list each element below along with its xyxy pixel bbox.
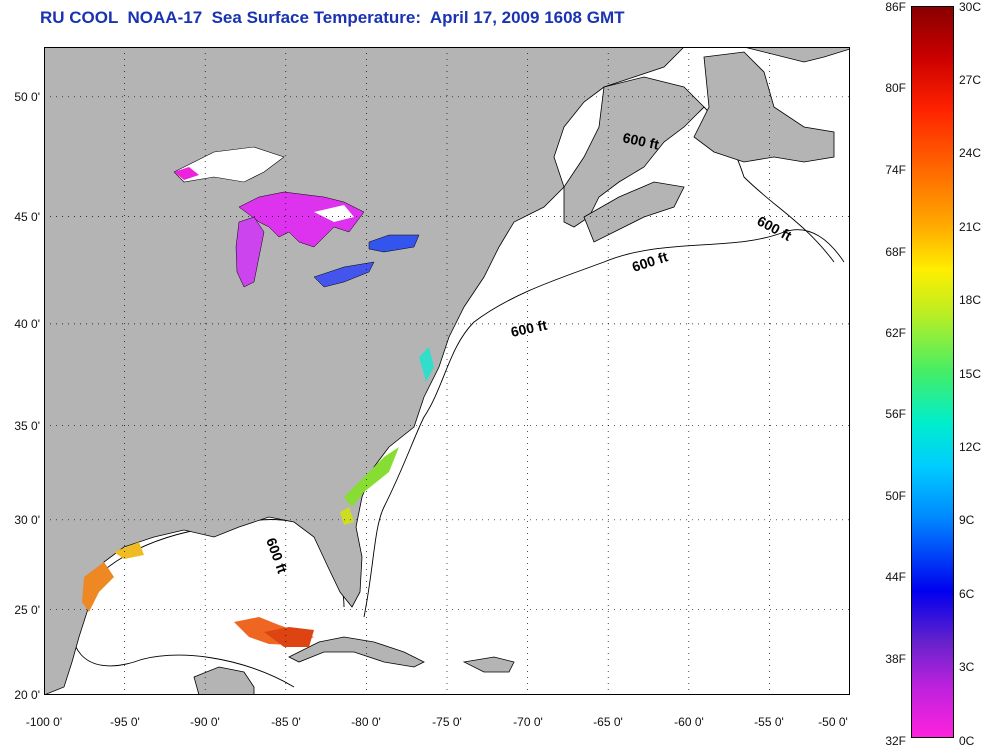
f-label-68: 68F xyxy=(885,245,906,259)
f-label-50: 50F xyxy=(885,489,906,503)
f-label-80: 80F xyxy=(885,81,906,95)
c-label-9: 9C xyxy=(959,513,975,527)
map-title: RU COOL NOAA-17 Sea Surface Temperature:… xyxy=(40,8,625,27)
c-label-24: 24C xyxy=(959,146,982,160)
land-maritimes xyxy=(563,76,705,228)
graticule xyxy=(44,47,850,695)
map-canvas: 600 ft 600 ft 600 ft 600 ft 600 ft xyxy=(44,47,850,695)
lon-label-95: -95 0' xyxy=(110,715,140,729)
f-label-56: 56F xyxy=(885,407,906,421)
lon-label-70: -70 0' xyxy=(513,715,543,729)
lon-label-55: -55 0' xyxy=(754,715,784,729)
lat-label-50: 50 0' xyxy=(14,90,40,104)
c-label-3: 3C xyxy=(959,660,975,674)
f-label-86: 86F xyxy=(885,0,906,14)
contour-label-newfoundland: 600 ft xyxy=(621,129,660,152)
lon-label-65: -65 0' xyxy=(593,715,623,729)
lat-label-20: 20 0' xyxy=(14,688,40,702)
lon-label-85: -85 0' xyxy=(271,715,301,729)
f-label-74: 74F xyxy=(885,163,906,177)
sst-map: 600 ft 600 ft 600 ft 600 ft 600 ft xyxy=(44,47,850,695)
c-label-0: 0C xyxy=(959,734,975,748)
c-label-18: 18C xyxy=(959,293,982,307)
c-label-6: 6C xyxy=(959,587,975,601)
lon-label-60: -60 0' xyxy=(674,715,704,729)
c-label-21: 21C xyxy=(959,220,982,234)
c-label-30: 30C xyxy=(959,0,982,14)
lat-label-45: 45 0' xyxy=(14,210,40,224)
land-yucatan xyxy=(193,666,255,695)
lon-label-75: -75 0' xyxy=(432,715,462,729)
lat-label-35: 35 0' xyxy=(14,419,40,433)
lon-label-90: -90 0' xyxy=(190,715,220,729)
land-cuba xyxy=(288,636,425,668)
lat-label-25: 25 0' xyxy=(14,603,40,617)
f-label-62: 62F xyxy=(885,326,906,340)
land-newfoundland xyxy=(693,51,835,163)
land-hispaniola xyxy=(462,656,515,673)
f-label-44: 44F xyxy=(885,570,906,584)
temperature-colorbar xyxy=(911,6,954,738)
lon-label-50: -50 0' xyxy=(818,715,848,729)
lon-label-80: -80 0' xyxy=(351,715,381,729)
c-label-12: 12C xyxy=(959,440,982,454)
map-border xyxy=(44,47,850,695)
c-label-27: 27C xyxy=(959,73,982,87)
lat-label-40: 40 0' xyxy=(14,317,40,331)
sst-patches xyxy=(82,347,434,647)
great-lakes xyxy=(173,146,420,288)
f-label-38: 38F xyxy=(885,652,906,666)
colorbar-gradient xyxy=(912,7,953,737)
lat-label-30: 30 0' xyxy=(14,513,40,527)
contour-label-mid-atlantic: 600 ft xyxy=(509,317,548,340)
land-nova-scotia xyxy=(583,181,685,243)
lon-label-100: -100 0' xyxy=(25,715,63,729)
f-label-32: 32F xyxy=(885,734,906,748)
c-label-15: 15C xyxy=(959,367,982,381)
